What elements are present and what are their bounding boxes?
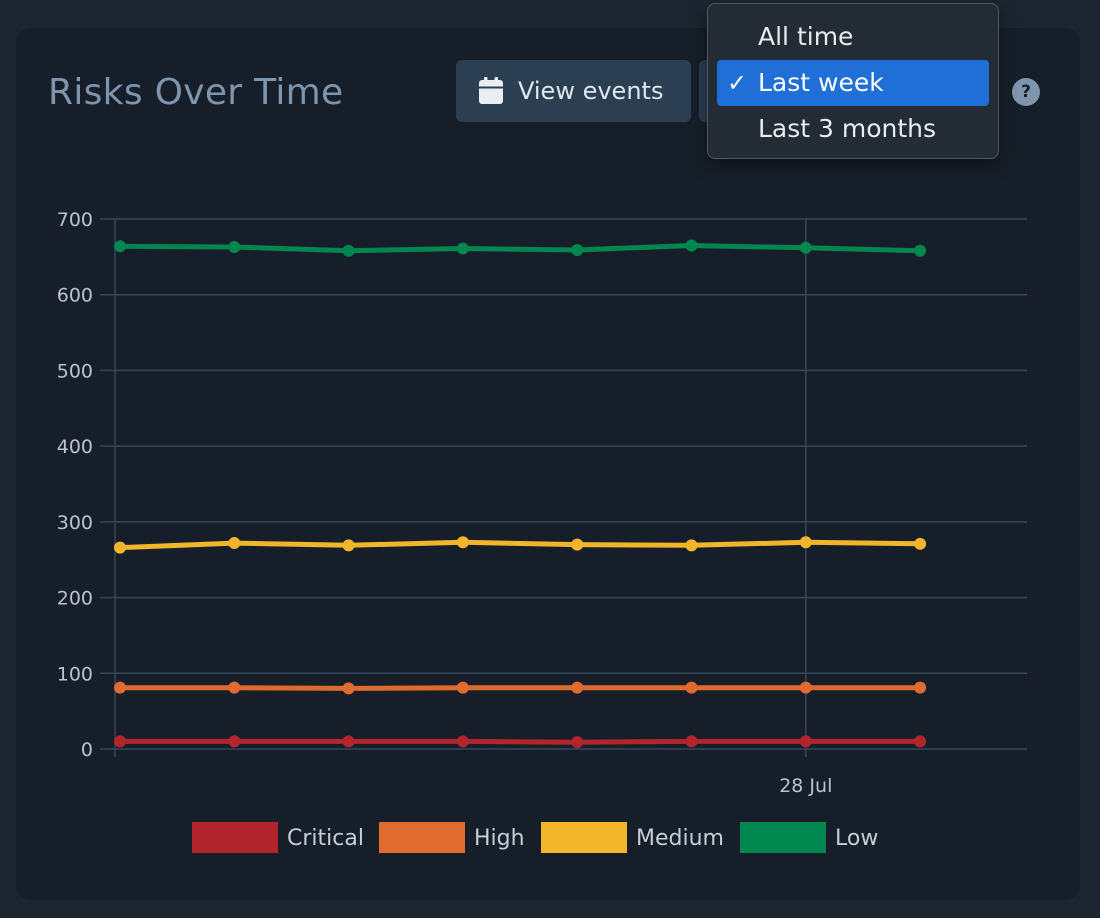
panel-title: Risks Over Time (48, 72, 344, 113)
data-point-low[interactable] (342, 244, 355, 257)
checkmark-icon: ✓ (727, 69, 748, 97)
data-point-medium[interactable] (228, 537, 241, 550)
data-point-high[interactable] (799, 681, 812, 694)
data-point-low[interactable] (685, 239, 698, 252)
x-tick-label: 28 Jul (779, 775, 832, 797)
data-point-critical[interactable] (228, 735, 241, 748)
data-point-medium[interactable] (914, 537, 927, 550)
legend-label: Low (835, 826, 878, 851)
series-line-high (117, 685, 923, 691)
series-line-medium (117, 539, 923, 551)
legend-item-high[interactable]: High (379, 822, 525, 853)
data-point-critical[interactable] (114, 735, 126, 748)
dropdown-option-label: All time (758, 22, 854, 51)
y-tick-label: 500 (57, 360, 93, 382)
data-point-medium[interactable] (571, 538, 584, 551)
data-point-critical[interactable] (342, 735, 355, 748)
y-tick-label: 0 (81, 739, 93, 761)
data-point-critical[interactable] (799, 735, 812, 748)
time-range-select[interactable] (699, 60, 709, 122)
data-point-medium[interactable] (456, 536, 469, 549)
y-tick-label: 700 (57, 209, 93, 231)
legend-item-critical[interactable]: Critical (192, 822, 364, 853)
legend-swatch (541, 822, 627, 853)
legend-label: High (474, 826, 525, 851)
data-point-high[interactable] (456, 681, 469, 694)
y-tick-label: 100 (57, 663, 93, 685)
legend-item-medium[interactable]: Medium (541, 822, 724, 853)
data-point-critical[interactable] (685, 735, 698, 748)
calendar-icon (478, 77, 504, 105)
data-point-low[interactable] (799, 241, 812, 254)
view-events-button[interactable]: View events (456, 60, 691, 122)
series-line-critical (117, 738, 923, 745)
data-point-critical[interactable] (914, 735, 927, 748)
data-point-low[interactable] (228, 241, 241, 254)
dropdown-option-label: Last week (758, 68, 884, 97)
data-point-critical[interactable] (571, 736, 584, 749)
y-tick-label: 200 (57, 588, 93, 610)
dropdown-option-all-time[interactable]: All time (717, 14, 989, 60)
legend-swatch (379, 822, 465, 853)
legend-item-low[interactable]: Low (740, 822, 878, 853)
time-range-dropdown: All time ✓ Last week Last 3 months (707, 3, 999, 159)
dropdown-option-last-week[interactable]: ✓ Last week (717, 60, 989, 106)
legend-swatch (192, 822, 278, 853)
data-point-medium[interactable] (342, 539, 355, 552)
y-tick-label: 400 (57, 436, 93, 458)
data-point-high[interactable] (342, 682, 355, 695)
data-point-high[interactable] (571, 681, 584, 694)
y-tick-label: 300 (57, 512, 93, 534)
data-point-critical[interactable] (456, 735, 469, 748)
data-point-low[interactable] (456, 242, 469, 255)
data-point-medium[interactable] (114, 541, 126, 554)
data-point-high[interactable] (914, 681, 927, 694)
data-point-medium[interactable] (799, 536, 812, 549)
data-point-high[interactable] (114, 681, 126, 694)
series-line-low (117, 243, 923, 254)
legend-swatch (740, 822, 826, 853)
dropdown-option-label: Last 3 months (758, 114, 937, 143)
dropdown-option-last-3-months[interactable]: Last 3 months (717, 106, 989, 152)
data-point-low[interactable] (914, 244, 927, 257)
data-point-low[interactable] (114, 240, 126, 253)
data-point-low[interactable] (571, 244, 584, 257)
legend-label: Medium (636, 826, 724, 851)
y-tick-label: 600 (57, 285, 93, 307)
data-point-high[interactable] (228, 681, 241, 694)
question-circle-icon[interactable]: ? (1012, 78, 1040, 106)
view-events-label: View events (518, 77, 664, 105)
legend-label: Critical (287, 826, 364, 851)
risks-panel (16, 28, 1080, 900)
data-point-high[interactable] (685, 681, 698, 694)
data-point-medium[interactable] (685, 539, 698, 552)
